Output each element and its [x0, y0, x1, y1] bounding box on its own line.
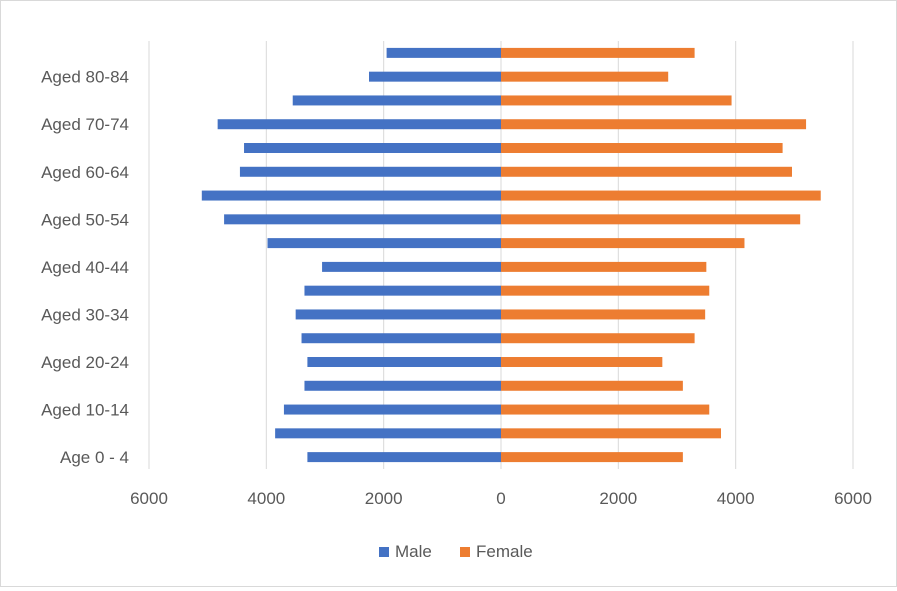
bar-male-5 [301, 333, 501, 344]
bar-male-3 [304, 380, 501, 391]
bar-female-9 [501, 238, 745, 249]
bar-female-14 [501, 119, 807, 130]
bar-female-6 [501, 309, 706, 320]
bar-female-2 [501, 404, 710, 415]
x-tick-label: 6000 [130, 489, 168, 508]
category-label: Aged 30-34 [41, 305, 129, 324]
bar-male-15 [292, 95, 501, 106]
legend-label: Male [395, 542, 432, 561]
bar-male-17 [386, 47, 501, 58]
bar-female-1 [501, 428, 721, 439]
legend[interactable]: Male Female [379, 542, 533, 561]
value-axis-labels: 6000 4000 2000 0 2000 4000 6000 [130, 489, 872, 508]
bar-female-0 [501, 452, 683, 463]
bar-male-4 [307, 357, 501, 367]
x-tick-label: 2000 [365, 489, 403, 508]
category-label: Aged 70-74 [41, 115, 129, 134]
bar-female-12 [501, 166, 792, 177]
category-label: Aged 20-24 [41, 353, 129, 372]
bars [201, 47, 821, 463]
gridlines [148, 41, 854, 469]
category-label: Age 0 - 4 [60, 448, 129, 467]
bar-male-6 [295, 309, 501, 320]
bar-female-11 [501, 190, 821, 201]
bar-male-7 [304, 285, 501, 296]
bar-female-8 [501, 261, 707, 272]
x-tick-label: 2000 [599, 489, 637, 508]
x-tick-label: 4000 [717, 489, 755, 508]
bar-male-8 [322, 261, 501, 272]
bar-female-10 [501, 214, 801, 225]
x-tick-label: 4000 [247, 489, 285, 508]
bar-male-9 [267, 238, 501, 249]
category-label: Aged 40-44 [41, 258, 129, 277]
category-label: Aged 10-14 [41, 401, 129, 420]
bar-male-1 [275, 428, 501, 439]
bar-male-10 [224, 214, 502, 225]
bar-male-2 [283, 404, 501, 415]
category-label: Aged 80-84 [41, 68, 129, 87]
legend-item-male[interactable]: Male [379, 542, 432, 561]
legend-swatch [379, 547, 389, 557]
category-axis-labels: Age 0 - 4 Aged 10-14 Aged 20-24 Aged 30-34 A… [41, 68, 129, 467]
x-tick-label: 6000 [834, 489, 872, 508]
bar-female-16 [501, 71, 669, 82]
bar-male-13 [244, 143, 502, 153]
bar-male-0 [307, 452, 501, 463]
bar-male-14 [217, 119, 501, 130]
legend-swatch [460, 547, 470, 557]
bar-male-16 [369, 71, 501, 82]
bar-female-7 [501, 285, 710, 296]
bar-female-13 [501, 143, 783, 153]
legend-label: Female [476, 542, 533, 561]
bar-female-3 [501, 380, 683, 391]
x-tick-label: 0 [496, 489, 505, 508]
bar-male-12 [239, 166, 501, 177]
category-label: Aged 50-54 [41, 210, 129, 229]
bar-female-5 [501, 333, 695, 344]
bar-female-4 [501, 357, 663, 367]
bar-female-17 [501, 47, 695, 58]
bar-male-11 [201, 190, 502, 201]
bar-female-15 [501, 95, 732, 106]
category-label: Aged 60-64 [41, 163, 129, 182]
legend-item-female[interactable]: Female [460, 542, 533, 561]
